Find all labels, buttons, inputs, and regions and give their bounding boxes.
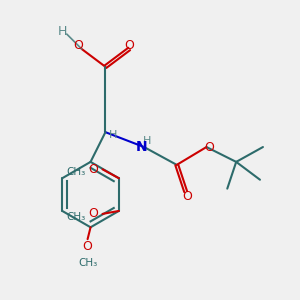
Text: CH₃: CH₃ <box>66 167 86 177</box>
Text: O: O <box>82 240 92 253</box>
Text: CH₃: CH₃ <box>78 258 97 268</box>
Text: O: O <box>182 190 192 202</box>
Text: O: O <box>205 140 214 154</box>
Text: H: H <box>143 136 151 146</box>
Text: N: N <box>135 140 147 154</box>
Text: O: O <box>124 40 134 52</box>
Text: O: O <box>74 40 84 52</box>
Text: H: H <box>109 130 117 140</box>
Text: O: O <box>89 207 98 220</box>
Text: H: H <box>58 25 67 38</box>
Text: CH₃: CH₃ <box>66 212 86 222</box>
Text: O: O <box>89 163 98 176</box>
